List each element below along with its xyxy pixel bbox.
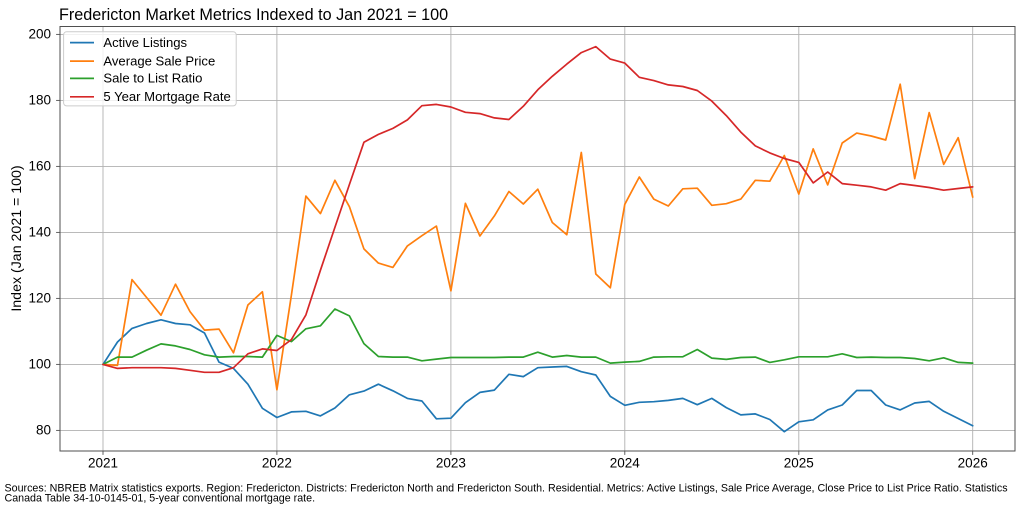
svg-text:2025: 2025 — [784, 456, 814, 471]
svg-text:Active Listings: Active Listings — [103, 35, 187, 50]
svg-text:Canada Table 34-10-0145-01, 5-: Canada Table 34-10-0145-01, 5-year conve… — [5, 493, 316, 505]
svg-text:2023: 2023 — [436, 456, 466, 471]
svg-text:Sale to List Ratio: Sale to List Ratio — [103, 71, 202, 86]
svg-text:Average Sale Price: Average Sale Price — [103, 53, 215, 68]
svg-text:80: 80 — [36, 423, 51, 438]
svg-text:Index (Jan 2021 = 100): Index (Jan 2021 = 100) — [9, 165, 25, 311]
svg-text:180: 180 — [28, 93, 51, 108]
svg-text:2021: 2021 — [88, 456, 118, 471]
svg-text:Fredericton Market Metrics Ind: Fredericton Market Metrics Indexed to Ja… — [59, 6, 448, 24]
svg-text:Sources: NBREB Matrix statisti: Sources: NBREB Matrix statistics exports… — [5, 483, 1008, 495]
svg-text:120: 120 — [28, 291, 51, 306]
svg-text:5 Year Mortgage Rate: 5 Year Mortgage Rate — [103, 89, 230, 104]
svg-text:200: 200 — [28, 27, 51, 42]
svg-text:140: 140 — [28, 225, 51, 240]
svg-text:2024: 2024 — [610, 456, 641, 471]
svg-text:160: 160 — [28, 159, 51, 174]
svg-text:100: 100 — [28, 357, 51, 372]
svg-text:2022: 2022 — [262, 456, 292, 471]
svg-text:2026: 2026 — [958, 456, 988, 471]
